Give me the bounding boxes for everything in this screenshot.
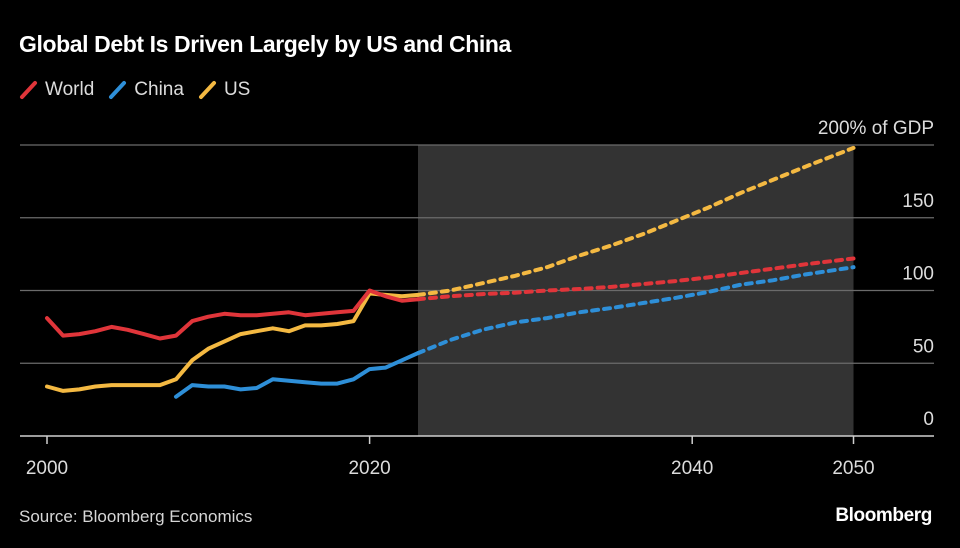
legend-label-us: US <box>223 79 251 100</box>
legend: World China US <box>19 79 264 101</box>
legend-swatch-china-icon <box>109 81 127 99</box>
source-note: Source: Bloomberg Economics <box>19 507 253 526</box>
series-line-world-projection <box>416 256 856 302</box>
bloomberg-logo: Bloomberg <box>835 505 932 526</box>
x-tick-label-2050: 2050 <box>832 458 874 479</box>
x-tick-label-2040: 2040 <box>671 458 713 479</box>
series-line-china-historical <box>174 351 420 399</box>
series-line-world-historical <box>45 288 420 341</box>
y-tick-label-100: 100 <box>902 264 934 285</box>
chart-title: Global Debt Is Driven Largely by US and … <box>19 31 511 57</box>
legend-label-world: World <box>45 79 95 100</box>
y-tick-label-150: 150 <box>902 191 934 212</box>
x-tick-label-2000: 2000 <box>26 458 68 479</box>
y-tick-label-0: 0 <box>923 409 934 430</box>
legend-item-china: China <box>108 79 184 101</box>
series-line-china-projection <box>416 265 856 356</box>
legend-swatch-us-icon <box>198 81 216 99</box>
legend-item-us: US <box>198 79 250 101</box>
legend-item-world: World <box>19 79 94 101</box>
y-tick-label-50: 50 <box>913 336 934 357</box>
legend-label-china: China <box>134 79 184 100</box>
series-line-us-historical <box>45 291 420 393</box>
legend-swatch-world-icon <box>20 81 37 99</box>
y-tick-label-200: 200% of GDP <box>818 118 934 139</box>
series-line-us-projection <box>416 145 856 297</box>
x-tick-label-2020: 2020 <box>348 458 390 479</box>
